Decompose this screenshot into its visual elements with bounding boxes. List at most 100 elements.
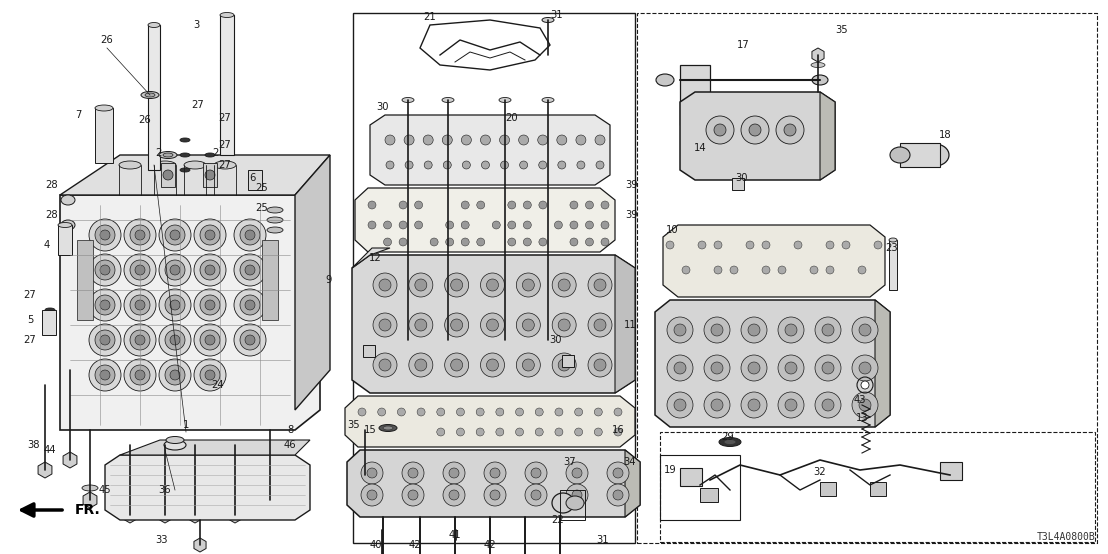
- Circle shape: [762, 266, 770, 274]
- Circle shape: [576, 135, 586, 145]
- Circle shape: [507, 201, 516, 209]
- Circle shape: [810, 266, 818, 274]
- Polygon shape: [263, 492, 277, 508]
- Circle shape: [234, 289, 266, 321]
- Circle shape: [822, 324, 834, 336]
- Circle shape: [522, 319, 534, 331]
- Text: 23: 23: [885, 243, 899, 253]
- Circle shape: [852, 317, 878, 343]
- Circle shape: [124, 324, 156, 356]
- Circle shape: [456, 408, 464, 416]
- Circle shape: [570, 238, 578, 246]
- Text: 8: 8: [287, 425, 294, 435]
- Circle shape: [135, 370, 145, 380]
- Text: 20: 20: [505, 113, 519, 123]
- Circle shape: [874, 241, 882, 249]
- Bar: [353, 13, 635, 543]
- Circle shape: [194, 289, 226, 321]
- Circle shape: [408, 490, 418, 500]
- Circle shape: [165, 295, 185, 315]
- Bar: [562, 355, 574, 367]
- Text: 30: 30: [550, 335, 562, 345]
- Circle shape: [379, 319, 391, 331]
- Polygon shape: [105, 455, 310, 520]
- Circle shape: [596, 161, 604, 169]
- Circle shape: [704, 355, 730, 381]
- Text: 30: 30: [736, 173, 748, 183]
- Circle shape: [367, 468, 377, 478]
- Circle shape: [383, 238, 391, 246]
- Ellipse shape: [383, 426, 393, 430]
- Circle shape: [486, 319, 499, 331]
- Circle shape: [588, 313, 612, 337]
- Text: 10: 10: [666, 225, 678, 235]
- Circle shape: [201, 260, 220, 280]
- Circle shape: [379, 359, 391, 371]
- Text: 1: 1: [183, 420, 189, 430]
- Text: 39: 39: [626, 180, 638, 190]
- Circle shape: [201, 365, 220, 385]
- Ellipse shape: [811, 63, 825, 68]
- Ellipse shape: [227, 500, 243, 506]
- Text: 2: 2: [212, 148, 218, 158]
- Circle shape: [417, 408, 425, 416]
- Circle shape: [859, 324, 871, 336]
- Circle shape: [95, 260, 115, 280]
- Circle shape: [461, 201, 469, 209]
- Bar: [220, 15, 234, 155]
- Circle shape: [449, 490, 459, 500]
- Circle shape: [748, 362, 760, 374]
- Circle shape: [449, 468, 459, 478]
- Circle shape: [130, 225, 150, 245]
- Bar: [637, 13, 1097, 543]
- Circle shape: [160, 359, 191, 391]
- Text: 12: 12: [369, 253, 381, 263]
- Circle shape: [130, 330, 150, 350]
- Circle shape: [614, 408, 622, 416]
- Circle shape: [741, 317, 767, 343]
- Polygon shape: [655, 300, 890, 427]
- Circle shape: [577, 161, 585, 169]
- Circle shape: [451, 359, 463, 371]
- Circle shape: [361, 484, 383, 506]
- Circle shape: [409, 273, 433, 297]
- Circle shape: [762, 241, 770, 249]
- Polygon shape: [352, 255, 635, 393]
- Circle shape: [437, 428, 444, 436]
- Text: 27: 27: [218, 113, 232, 123]
- Circle shape: [516, 273, 541, 297]
- Ellipse shape: [160, 151, 177, 158]
- Circle shape: [451, 279, 463, 291]
- Polygon shape: [680, 92, 835, 180]
- Circle shape: [859, 362, 871, 374]
- Circle shape: [135, 265, 145, 275]
- Circle shape: [444, 273, 469, 297]
- Text: 35: 35: [348, 420, 360, 430]
- Circle shape: [124, 254, 156, 286]
- Text: 4: 4: [44, 240, 50, 250]
- Circle shape: [201, 225, 220, 245]
- Circle shape: [516, 353, 541, 377]
- Circle shape: [674, 399, 686, 411]
- Circle shape: [683, 266, 690, 274]
- Ellipse shape: [179, 168, 189, 172]
- Polygon shape: [188, 507, 202, 523]
- Circle shape: [748, 399, 760, 411]
- Circle shape: [776, 116, 804, 144]
- Circle shape: [601, 221, 609, 229]
- Circle shape: [240, 295, 260, 315]
- Circle shape: [409, 313, 433, 337]
- Circle shape: [414, 319, 427, 331]
- Text: 45: 45: [99, 485, 111, 495]
- Text: 19: 19: [664, 465, 676, 475]
- Circle shape: [714, 124, 726, 136]
- Circle shape: [399, 201, 407, 209]
- Bar: [58, 225, 72, 255]
- Circle shape: [519, 135, 529, 145]
- Circle shape: [784, 399, 797, 411]
- Circle shape: [194, 219, 226, 251]
- Ellipse shape: [921, 144, 948, 166]
- Circle shape: [667, 355, 692, 381]
- Text: 42: 42: [484, 540, 496, 550]
- Text: 26: 26: [138, 115, 152, 125]
